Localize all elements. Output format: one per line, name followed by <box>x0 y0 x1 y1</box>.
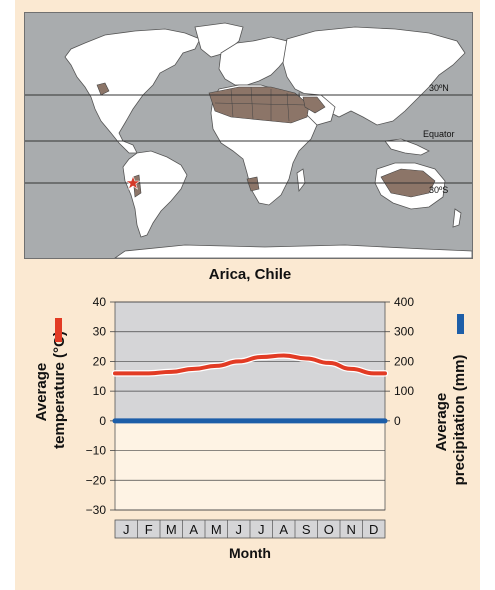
plot-area-below-zero <box>115 420 385 510</box>
y-axis-right-label: Average precipitation (mm) <box>433 355 468 486</box>
southwest-us-desert <box>96 82 110 96</box>
month-tick-label: S <box>302 522 311 537</box>
x-axis-label: Month <box>229 545 271 561</box>
star-icon <box>125 175 141 190</box>
new-zealand-landmass <box>452 208 462 228</box>
arabian-desert <box>302 96 326 114</box>
month-tick-label: J <box>258 522 265 537</box>
y-axis-left-label: Average temperature (°C) <box>33 331 68 449</box>
month-tick-label: A <box>189 522 198 537</box>
month-tick-label: M <box>166 522 177 537</box>
series-layer <box>111 352 389 424</box>
kalahari-desert <box>246 176 260 192</box>
chart-title: Arica, Chile <box>209 266 292 283</box>
y-axis-left-label-line2: temperature (°C) <box>51 331 68 449</box>
y-left-tick-label: 10 <box>93 384 107 398</box>
y-left-tick-label: −10 <box>86 444 107 458</box>
y-left-tick-label: 20 <box>93 354 107 368</box>
antarctica-landmass <box>114 244 472 258</box>
precipitation-legend-swatch <box>457 314 464 334</box>
y-axis-right-label-line2: precipitation (mm) <box>451 355 468 486</box>
latitude-label-equator: Equator <box>423 129 455 139</box>
y-axis-left-label-line1: Average <box>33 363 50 422</box>
y-left-tick-label: −20 <box>86 473 107 487</box>
y-left-tick-label: −30 <box>86 503 107 517</box>
world-map: 30ºN Equator 30ºS <box>24 12 473 259</box>
y-axis-right-label-line1: Average <box>433 393 450 452</box>
y-right-tick-label: 100 <box>394 384 414 398</box>
month-tick-label: O <box>324 522 334 537</box>
latitude-label-30n: 30ºN <box>429 83 449 93</box>
month-tick-label: M <box>211 522 222 537</box>
latitude-label-30s: 30ºS <box>429 185 448 195</box>
south-america-landmass <box>122 150 188 238</box>
europe-landmass <box>218 36 290 86</box>
month-tick-label: J <box>236 522 243 537</box>
sahara-internal-borders <box>214 86 308 122</box>
y-left-tick-label: 40 <box>93 295 107 309</box>
atacama-desert <box>132 174 142 198</box>
month-tick-label: D <box>369 522 378 537</box>
north-america-landmass <box>64 28 201 154</box>
temperature-legend-swatch <box>55 318 62 342</box>
month-tick-label: A <box>279 522 288 537</box>
indonesia-landmass <box>384 138 430 156</box>
y-left-tick-label: 30 <box>93 325 107 339</box>
y-right-tick-label: 400 <box>394 295 414 309</box>
sahara-desert <box>208 86 310 124</box>
y-right-tick-label: 0 <box>394 414 401 428</box>
month-tick-label: J <box>123 522 130 537</box>
month-tick-label: F <box>145 522 153 537</box>
y-right-tick-label: 200 <box>394 354 414 368</box>
y-left-tick-label: 0 <box>99 414 106 428</box>
temperature-line <box>113 353 387 376</box>
world-map-svg: 30ºN Equator 30ºS <box>25 22 472 258</box>
month-tick-label: N <box>347 522 356 537</box>
y-right-tick-label: 300 <box>394 325 414 339</box>
